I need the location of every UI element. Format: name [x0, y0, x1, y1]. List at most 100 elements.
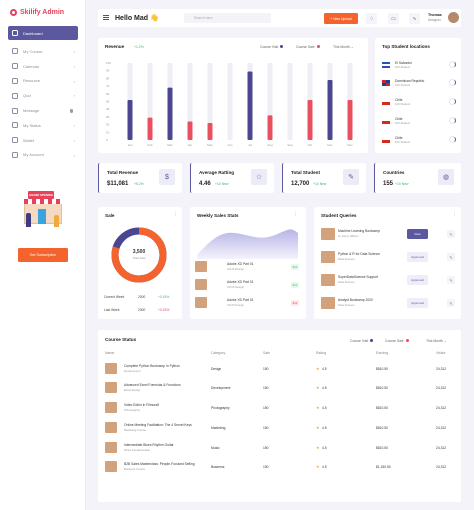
person-shape: [54, 215, 59, 227]
new-upload-button[interactable]: + New Upload: [324, 13, 358, 24]
page-greeting: Hello Mad 👋: [115, 15, 159, 22]
select-value: This Month: [426, 339, 443, 343]
sidebar-item-calendar[interactable]: Calendar ›: [8, 59, 78, 74]
bar-course-visit: [327, 79, 333, 140]
x-tick-label: Apr: [188, 143, 193, 147]
menu-icon[interactable]: [103, 15, 109, 20]
approved-button[interactable]: Approved: [407, 275, 428, 285]
y-tick-label: 50: [106, 100, 110, 104]
course-earning: $1,150.50: [376, 465, 391, 469]
globe-icon: ◍: [438, 169, 454, 185]
app-logo[interactable]: Skilify Admin: [10, 9, 64, 16]
sidebar-item-label: My Account: [23, 152, 44, 158]
more-icon[interactable]: ⋮: [452, 211, 457, 217]
student-icon: ✎: [343, 169, 359, 185]
legend-course-sale: Course Sale: [385, 339, 411, 343]
query-thumbnail: [321, 251, 335, 263]
query-thumbnail: [321, 228, 335, 240]
course-sale: 150: [263, 426, 269, 430]
legend-label: Course Sale: [385, 339, 404, 343]
bell-icon[interactable]: ♢: [366, 13, 377, 24]
x-tick-label: Jan: [128, 143, 133, 147]
bar-track: [287, 63, 293, 140]
sidebar-item-my-course[interactable]: My Course ›: [8, 44, 78, 59]
sidebar-item-wallet[interactable]: Wallet ›: [8, 133, 78, 148]
query-subtitle: Data Science: [338, 303, 355, 307]
kpi-title: Countries: [383, 170, 405, 175]
y-tick-label: 40: [106, 107, 110, 111]
country-students: 100 Student: [395, 83, 411, 87]
course-earning: $810.50: [376, 386, 388, 390]
sidebar-item-label: My Course: [23, 48, 43, 54]
get-subscription-button[interactable]: Get Subscription: [18, 248, 68, 262]
approved-button[interactable]: Approved: [407, 298, 428, 308]
bar-course-sale: [187, 121, 193, 140]
course-thumbnail: [195, 279, 207, 290]
bar-course-sale: [307, 99, 313, 140]
chevron-right-icon: ›: [73, 49, 75, 54]
status-icon: [12, 122, 18, 129]
sidebar-item-dashboard[interactable]: Dashboard: [8, 26, 78, 40]
sale-total-value: 3,500: [132, 249, 146, 255]
legend-course-sale: Course Sale: [296, 45, 322, 49]
sidebar-item-my-account[interactable]: My Account ›: [8, 148, 78, 163]
query-title: Python & R for Data Science: [338, 252, 380, 256]
edit-icon[interactable]: ✎: [447, 253, 455, 261]
course-subcategory: Marketing Course: [124, 428, 147, 432]
sidebar-item-label: Message: [23, 108, 40, 114]
flag-el-salvador-icon: [382, 62, 390, 68]
approved-button[interactable]: Approved: [407, 252, 428, 262]
more-icon[interactable]: ⋮: [293, 211, 298, 217]
promo-sign: GRAND OPENING: [28, 191, 54, 199]
course-category: Marketing: [211, 426, 226, 430]
kpi-value: 12,700: [291, 181, 310, 187]
sidebar-item-resource[interactable]: Resource ›: [8, 74, 78, 89]
course-sale: 150: [263, 465, 269, 469]
sidebar-item-label: Resource: [23, 78, 41, 84]
course-sale: 150: [263, 446, 269, 450]
course-name: Online Meeting Facilitation: The 4 Secre…: [124, 423, 192, 427]
sidebar-item-quiz[interactable]: Quiz ›: [8, 88, 78, 103]
bar-course-sale: [207, 123, 213, 140]
more-icon[interactable]: ⋮: [173, 211, 178, 217]
column-header: Name: [105, 351, 115, 355]
price-badge: $12: [291, 264, 299, 270]
search-input[interactable]: Search here: [184, 13, 271, 23]
star-icon: ★: [316, 445, 320, 450]
course-rating: 4.5: [322, 465, 327, 469]
book-icon: [12, 48, 18, 55]
star-icon: ★: [316, 405, 320, 410]
user-icon: [12, 151, 18, 158]
column-header: Category: [211, 351, 226, 355]
bar-track: [227, 63, 233, 140]
country-name: Chile: [395, 98, 403, 102]
legend-swatch: [405, 339, 409, 342]
course-status-period-select[interactable]: This Month ⌄: [426, 339, 447, 343]
revenue-period-select[interactable]: This Month ⌄: [333, 45, 354, 49]
sidebar-item-label: Wallet: [23, 137, 34, 143]
edit-icon[interactable]: ✎: [447, 299, 455, 307]
sidebar-item-my-status[interactable]: My Status ›: [8, 118, 78, 133]
kpi-title: Total Student: [291, 170, 321, 175]
edit-icon[interactable]: ✎: [447, 230, 455, 238]
bar-course-sale: [147, 117, 153, 140]
sidebar-item-message[interactable]: Message: [8, 103, 78, 118]
avatar[interactable]: [448, 12, 459, 23]
view-button[interactable]: View: [407, 229, 428, 239]
course-title: Adobe XD Part 01: [227, 262, 254, 266]
country-students: 100 Student: [395, 121, 411, 125]
star-icon: ★: [316, 385, 320, 390]
chat-icon[interactable]: ▭: [388, 13, 399, 24]
star-icon: ★: [316, 366, 320, 371]
rating-icon: ☆: [251, 169, 267, 185]
course-earning: $810.50: [376, 426, 388, 430]
query-title: Analyst Bootcamp 2020: [338, 298, 373, 302]
activity-icon[interactable]: ∿: [409, 13, 420, 24]
legend-label: Course Visit: [350, 339, 369, 343]
quiz-icon: [12, 92, 18, 99]
edit-icon[interactable]: ✎: [447, 276, 455, 284]
column-header: Earning: [376, 351, 389, 355]
course-thumbnail: [105, 461, 117, 472]
sale-row-value: 2000: [138, 308, 146, 312]
message-icon: [12, 107, 18, 114]
